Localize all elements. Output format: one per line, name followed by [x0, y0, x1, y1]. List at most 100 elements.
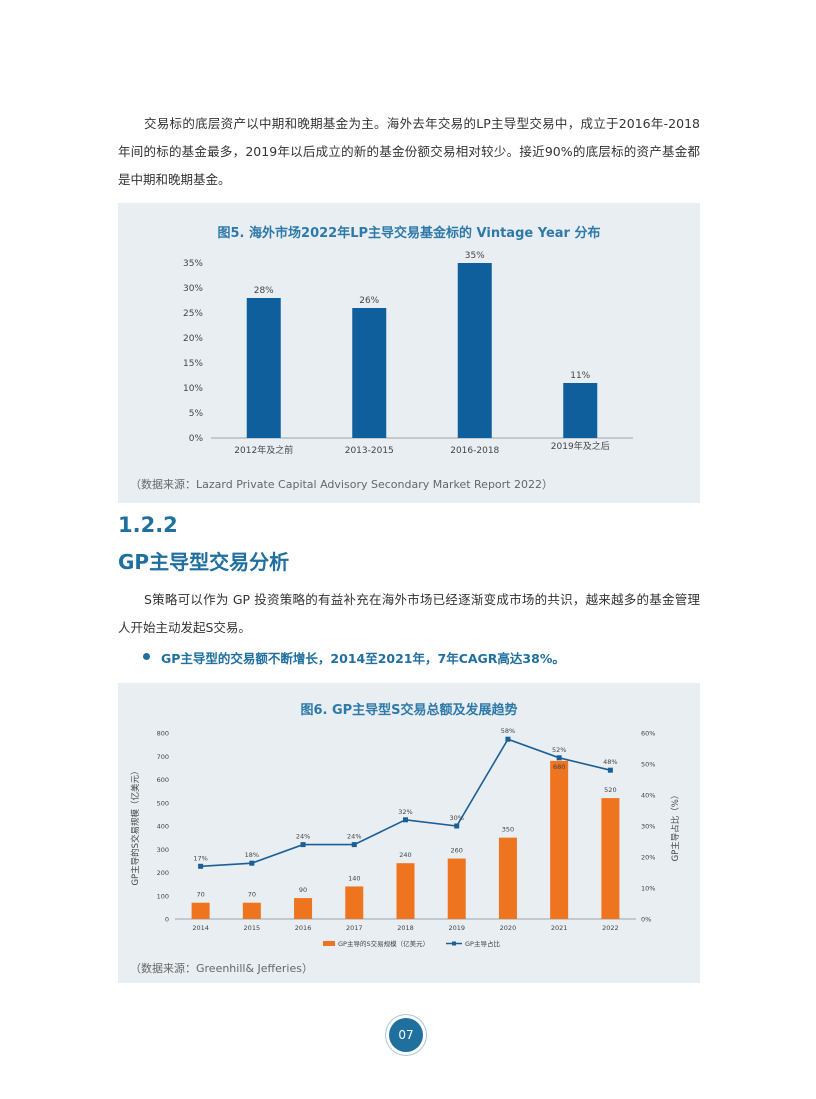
bar-data-label: 260 — [451, 847, 463, 855]
figure5-chart: 0% 5% 10% 15% 20% 25% 30% 35% 28% 2012年及之前 26% 2013… — [183, 251, 633, 456]
y-tick-label: 200 — [157, 869, 169, 877]
x-tick-label: 2022 — [602, 924, 619, 932]
y2-tick-label: 20% — [641, 854, 655, 862]
y-tick-label: 15% — [183, 359, 203, 369]
x-tick-label: 2014 — [192, 924, 209, 932]
x-tick-label: 2019 — [448, 924, 465, 932]
bullet-dot-icon — [143, 653, 150, 660]
bar-data-label: 240 — [399, 851, 411, 859]
figure6-source: （数据来源：Greenhill& Jefferies） — [130, 962, 313, 975]
bar — [447, 858, 466, 919]
y2-axis-title: GP主导占比（%） — [670, 791, 681, 862]
x-tick-label: 2019年及之后 — [551, 440, 610, 452]
figure6-chart: 0 100 200 300 400 500 600 700 800 0% 10% 20% 30% 40% 5… — [130, 727, 681, 948]
line-data-label: 30% — [449, 814, 463, 822]
line-data-label: 52% — [552, 746, 566, 754]
line-data-label: 48% — [603, 758, 617, 766]
bar — [191, 902, 210, 919]
figure5-title: 图5. 海外市场2022年LP主导交易基金标的 Vintage Year 分布 — [217, 226, 601, 241]
bullet-text: GP主导型的交易额不断增长，2014至2021年，7年CAGR高达38%。 — [161, 651, 565, 666]
y2-tick-label: 60% — [641, 730, 655, 738]
bar — [242, 902, 261, 919]
figure6-panel: 图6. GP主导型S交易总额及发展趋势 0 100 200 300 400 500 600 7… — [118, 683, 700, 983]
line-point — [556, 755, 562, 761]
line-point — [505, 736, 511, 742]
bar — [498, 837, 517, 919]
bar — [294, 898, 313, 919]
figure5-panel: 图5. 海外市场2022年LP主导交易基金标的 Vintage Year 分布 … — [118, 203, 700, 503]
x-tick-label: 2017 — [346, 924, 363, 932]
x-tick-label: 2020 — [500, 924, 517, 932]
section-paragraph: S策略可以作为 GP 投资策略的有益补充在海外市场已经逐渐变成市场的共识，越来越… — [118, 592, 700, 635]
intro-paragraph: 交易标的底层资产以中期和晚期基金为主。海外去年交易的LP主导型交易中，成立于20… — [118, 116, 700, 187]
bar-data-label: 520 — [604, 786, 616, 794]
y-tick-label: 700 — [157, 753, 169, 761]
x-tick-label: 2012年及之前 — [234, 444, 293, 456]
bar — [246, 298, 281, 438]
bar-data-label: 70 — [196, 891, 204, 899]
line-data-label: 24% — [296, 833, 310, 841]
bar-data-label: 90 — [299, 886, 307, 894]
page-number: 07 — [389, 1018, 423, 1052]
y-tick-label: 100 — [157, 892, 169, 900]
line-data-label: 32% — [398, 808, 412, 816]
line-series — [200, 738, 611, 868]
bar-data-label: 350 — [502, 826, 514, 834]
legend-label-bar: GP主导的S交易规模（亿美元） — [338, 939, 429, 948]
legend-swatch-marker — [452, 941, 456, 946]
y-tick-label: 5% — [189, 409, 204, 419]
y-tick-label: 400 — [157, 823, 169, 831]
bar — [396, 863, 415, 919]
y-tick-label: 300 — [157, 846, 169, 854]
y-axis-title: GP主导的S交易规模（亿美元） — [130, 766, 141, 885]
line-point — [249, 860, 255, 866]
figure5-source: （数据来源：Lazard Private Capital Advisory Se… — [130, 478, 553, 491]
line-data-label: 17% — [193, 854, 207, 862]
y-tick-label: 10% — [183, 384, 203, 394]
y-tick-label: 800 — [157, 730, 169, 738]
line-point — [198, 863, 204, 869]
x-tick-label: 2016 — [295, 924, 312, 932]
x-tick-label: 2015 — [244, 924, 261, 932]
bar — [601, 798, 620, 919]
bar — [352, 308, 387, 438]
y-tick-label: 30% — [183, 284, 203, 294]
y-tick-label: 20% — [183, 334, 203, 344]
bar — [345, 886, 364, 919]
data-label: 26% — [359, 296, 379, 306]
y2-tick-label: 10% — [641, 885, 655, 893]
y-tick-label: 0 — [165, 916, 169, 924]
y-tick-label: 35% — [183, 259, 203, 269]
y2-tick-label: 0% — [641, 916, 651, 924]
bar-data-label: 140 — [348, 874, 360, 882]
x-tick-label: 2018 — [397, 924, 414, 932]
bar — [563, 383, 598, 438]
line-point — [607, 767, 613, 773]
line-data-label: 58% — [501, 727, 515, 735]
line-point — [454, 823, 460, 829]
y-tick-label: 0% — [189, 434, 204, 444]
bar-data-label: 70 — [248, 891, 256, 899]
line-data-label: 24% — [347, 833, 361, 841]
bar — [457, 263, 492, 438]
y2-tick-label: 50% — [641, 761, 655, 769]
data-label: 35% — [465, 251, 485, 261]
bar-data-label: 680 — [553, 763, 565, 771]
section-number: 1.2.2 — [118, 513, 178, 537]
line-point — [403, 817, 408, 823]
x-tick-label: 2013-2015 — [345, 446, 394, 456]
y-tick-label: 500 — [157, 799, 169, 807]
y2-tick-label: 40% — [641, 792, 655, 800]
line-data-label: 18% — [245, 851, 259, 859]
line-point — [351, 842, 357, 848]
y-tick-label: 600 — [157, 776, 169, 784]
section-title: GP主导型交易分析 — [118, 550, 290, 574]
line-point — [300, 842, 306, 848]
x-tick-label: 2021 — [551, 924, 568, 932]
bar — [550, 760, 569, 919]
y2-tick-label: 30% — [641, 823, 655, 831]
data-label: 28% — [254, 286, 274, 296]
x-tick-label: 2016-2018 — [450, 446, 499, 456]
data-label: 11% — [570, 371, 590, 381]
figure6-title: 图6. GP主导型S交易总额及发展趋势 — [300, 703, 518, 718]
